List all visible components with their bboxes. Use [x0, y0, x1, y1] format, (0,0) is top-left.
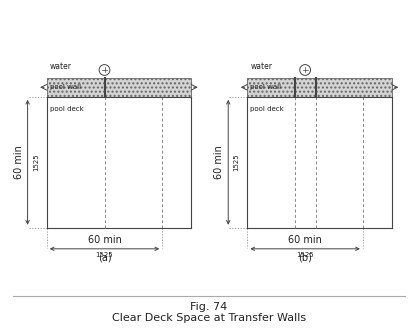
Circle shape	[99, 65, 110, 75]
Text: Clear Deck Space at Transfer Walls: Clear Deck Space at Transfer Walls	[112, 313, 306, 323]
Text: water: water	[50, 62, 72, 71]
Text: water: water	[250, 62, 273, 71]
Text: 60 min: 60 min	[288, 235, 322, 245]
Circle shape	[300, 65, 311, 75]
Text: pool wall: pool wall	[250, 84, 281, 90]
Text: 1525: 1525	[234, 153, 240, 171]
Bar	[247, 78, 392, 97]
Text: 60 min: 60 min	[14, 145, 24, 179]
Text: 1525: 1525	[296, 252, 314, 258]
Text: pool wall: pool wall	[50, 84, 81, 90]
Text: (b): (b)	[298, 252, 312, 262]
Text: 60 min: 60 min	[87, 235, 122, 245]
Text: pool deck: pool deck	[50, 106, 84, 112]
Text: (a): (a)	[98, 252, 111, 262]
Bar	[47, 78, 191, 97]
Text: Fig. 74: Fig. 74	[190, 302, 228, 312]
Text: 60 min: 60 min	[214, 145, 224, 179]
Text: 1525: 1525	[33, 153, 39, 171]
Text: 1525: 1525	[96, 252, 113, 258]
Text: pool deck: pool deck	[250, 106, 284, 112]
